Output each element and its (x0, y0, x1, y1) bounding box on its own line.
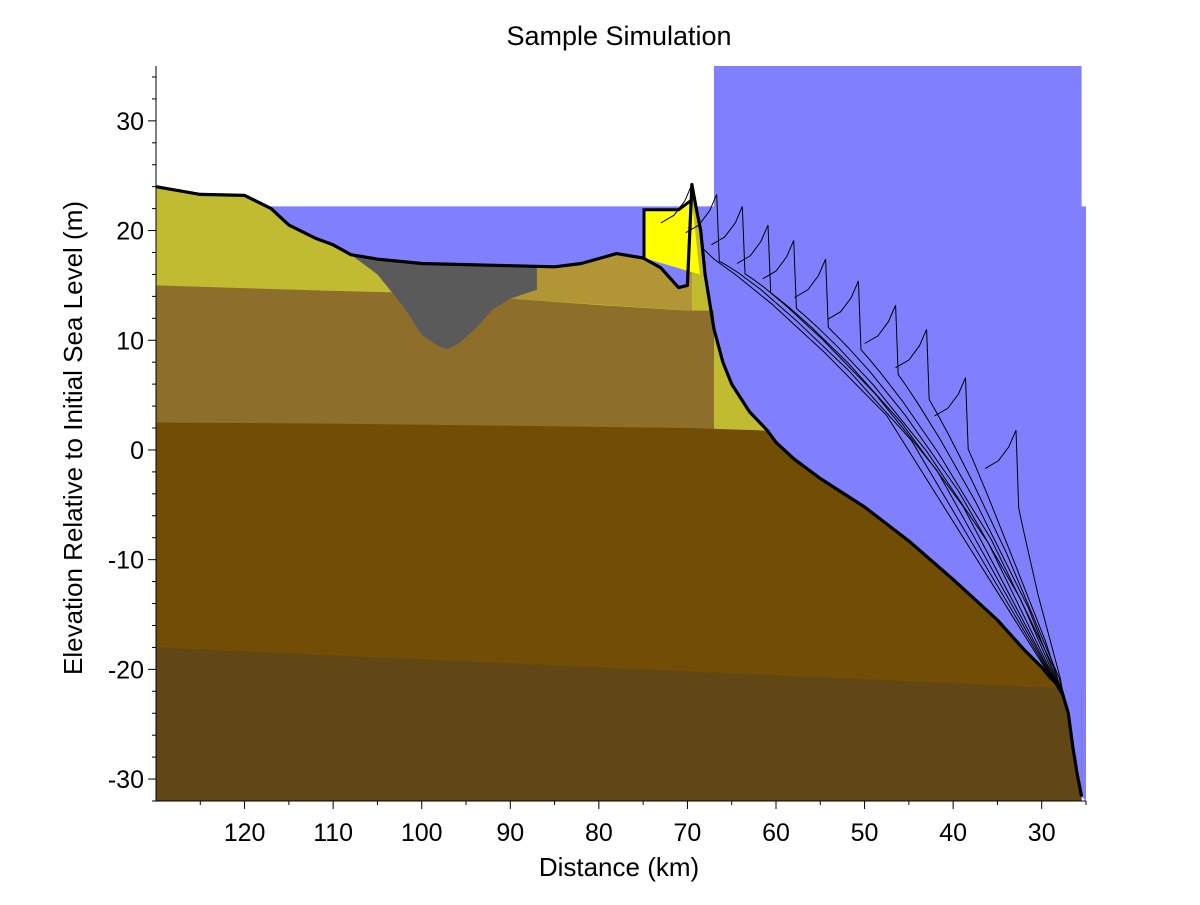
barrier-sand (644, 199, 700, 275)
barrier-outline (642, 198, 693, 258)
y-tick-label: -30 (108, 766, 144, 794)
x-tick-label: 50 (851, 819, 879, 847)
shoreline-profile (762, 240, 1065, 699)
y-tick-label: 30 (116, 108, 144, 136)
water-over-shoreface (714, 66, 1082, 797)
x-tick-label: 90 (496, 819, 524, 847)
shoreline-profile (827, 280, 1065, 699)
x-tick-label: 60 (762, 819, 790, 847)
shoreline-profile (794, 258, 1065, 699)
y-axis-label: Elevation Relative to Initial Sea Level … (58, 201, 88, 675)
surface-line (155, 182, 1084, 797)
y-tick-label: -10 (108, 547, 144, 575)
y-tick-label: 20 (116, 218, 144, 246)
bedrock-bottom (156, 647, 1082, 801)
x-tick-label: 70 (674, 819, 702, 847)
shoreline-profile (934, 377, 1065, 699)
plot-area (156, 66, 1086, 801)
shoreline-profile (685, 194, 1065, 699)
chart-title: Sample Simulation (506, 21, 731, 51)
shoreline-profile (895, 329, 1065, 699)
x-tick-label: 100 (401, 819, 443, 847)
profile-lines (155, 182, 1084, 797)
y-tick-label: 10 (116, 327, 144, 355)
x-tick-label: 110 (313, 819, 353, 847)
shoreline-profile (864, 304, 1065, 699)
shoreline-profile (736, 224, 1065, 699)
y-tick-label: 0 (130, 437, 144, 465)
shoreline-profile (984, 430, 1065, 699)
x-axis-label: Distance (km) (539, 852, 699, 882)
channel-fill (350, 254, 537, 349)
ridge-unit (510, 184, 692, 311)
x-tick-label: 40 (939, 819, 967, 847)
x-tick-label: 80 (585, 819, 613, 847)
x-tick-label: 30 (1028, 819, 1056, 847)
y-tick-label: -20 (108, 656, 144, 684)
x-tick-label: 120 (224, 819, 266, 847)
